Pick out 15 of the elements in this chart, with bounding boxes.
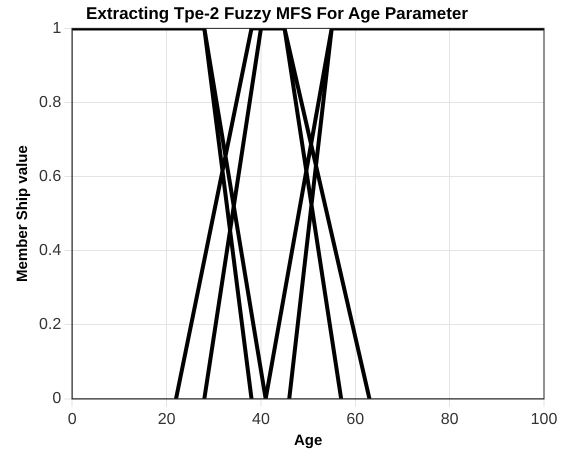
y-tick-label: 0.4 [38,242,62,260]
x-tick-label: 40 [252,410,270,428]
y-tick-label: 0.6 [38,168,62,185]
x-tick-label: 60 [346,410,364,428]
y-tick-label: 1 [52,20,62,37]
x-tick-label: 100 [530,410,558,428]
y-tick-label: 0 [52,390,62,408]
x-tick-label: 0 [68,410,77,428]
chart-title: Extracting Tpe-2 Fuzzy MFS For Age Parameter [86,4,468,23]
x-tick-label: 20 [158,410,176,428]
x-tick-label: 80 [440,410,459,428]
y-axis-title: Member Ship value [14,145,32,282]
x-axis-title: Age [294,432,322,450]
y-tick-label: 0.2 [38,316,62,334]
y-tick-label: 0.8 [38,94,62,111]
